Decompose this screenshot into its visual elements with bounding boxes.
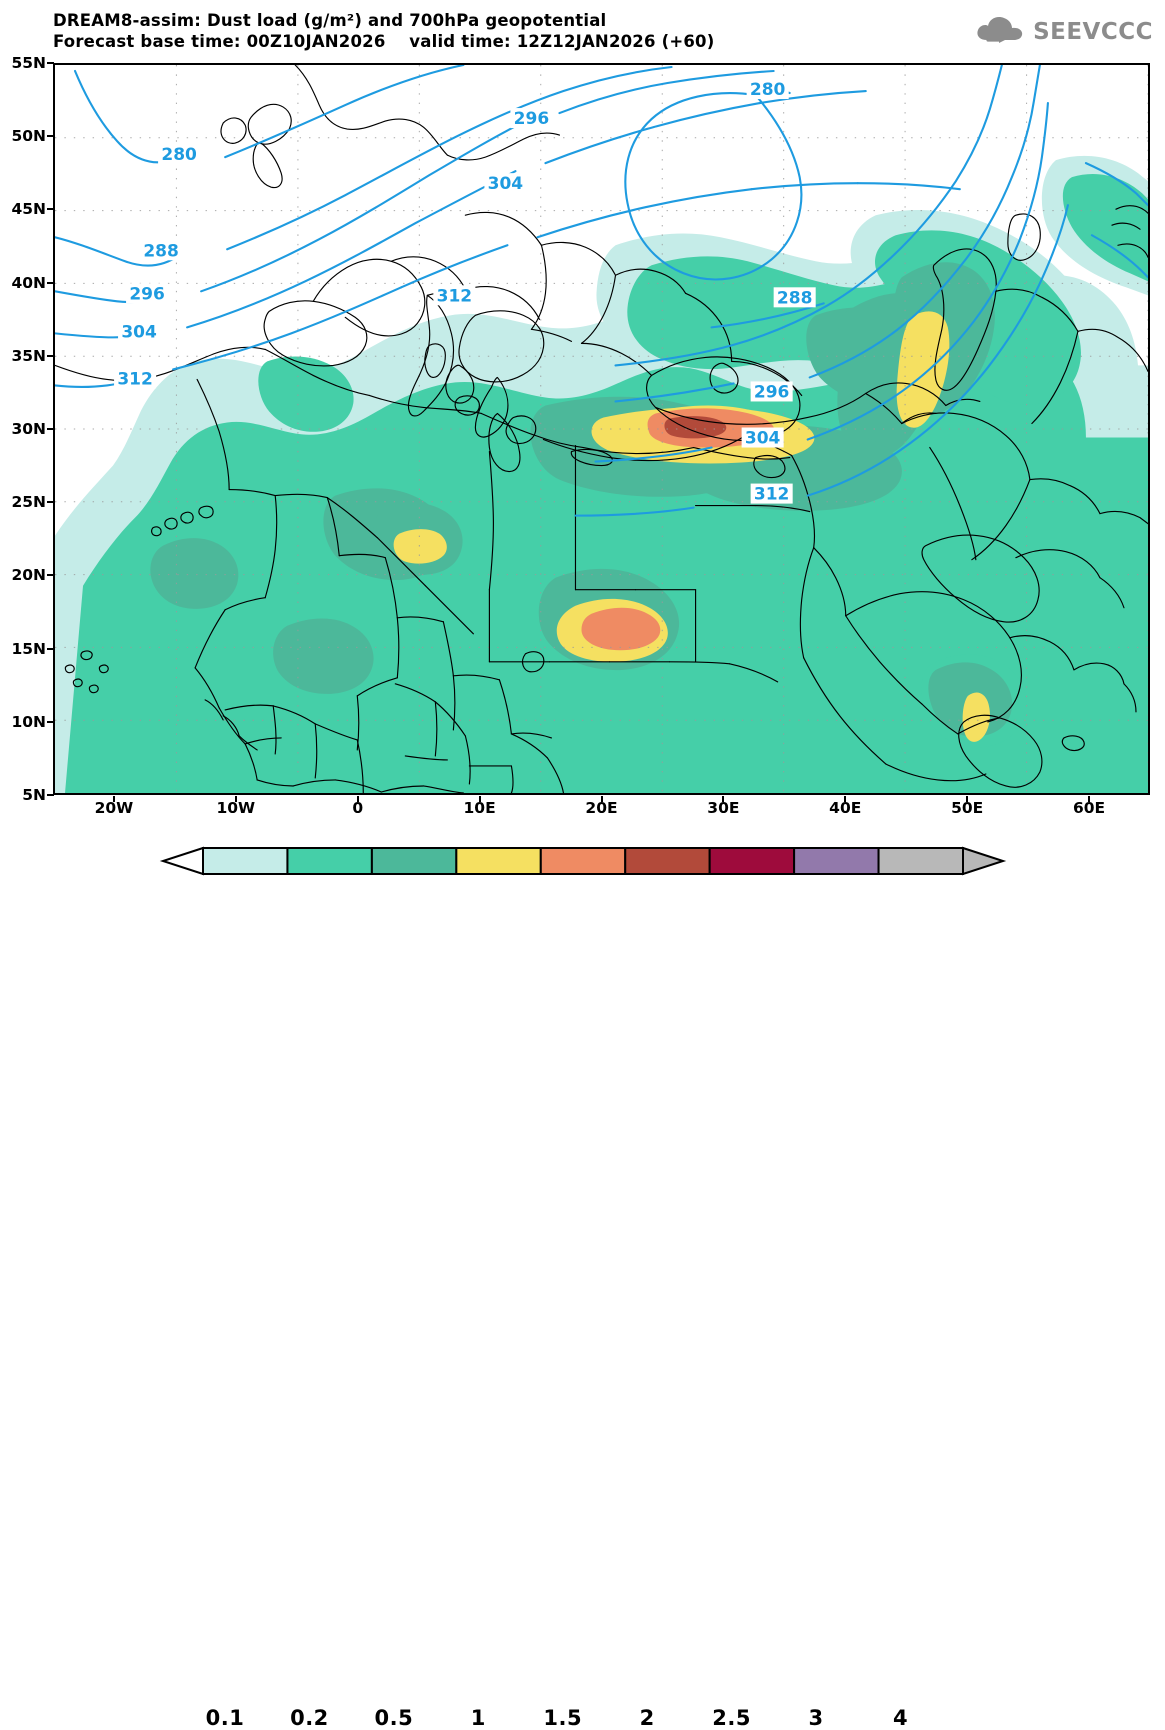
y-tick-mark xyxy=(47,354,54,357)
x-tick-mark xyxy=(844,796,847,802)
colorbar-under-arrow xyxy=(159,846,204,876)
page-title: DREAM8-assim: Dust load (g/m²) and 700hP… xyxy=(53,11,607,30)
x-tick-label: 50E xyxy=(951,799,984,817)
y-tick-mark xyxy=(47,794,54,796)
colorbar-tick-label: 0.2 xyxy=(290,1706,329,1730)
svg-text:304: 304 xyxy=(488,174,524,194)
x-tick-mark xyxy=(234,796,237,802)
x-tick-mark xyxy=(478,796,481,802)
colorbar-tick-label: 2.5 xyxy=(712,1706,752,1730)
x-tick-label: 20E xyxy=(585,799,618,817)
svg-text:312: 312 xyxy=(437,286,472,306)
y-tick-mark xyxy=(47,647,54,650)
y-tick-label: 15N xyxy=(11,639,46,658)
x-tick-mark xyxy=(1088,796,1091,802)
colorbar-tick-label: 1.5 xyxy=(543,1706,583,1730)
y-tick-label: 40N xyxy=(11,273,46,292)
header: DREAM8-assim: Dust load (g/m²) and 700hP… xyxy=(0,0,1165,60)
colorbar-bands xyxy=(159,846,1007,876)
y-tick-mark xyxy=(47,428,54,430)
y-tick-label: 35N xyxy=(11,346,46,365)
svg-text:280: 280 xyxy=(750,80,786,100)
colorbar-tick-label: 3 xyxy=(808,1706,824,1730)
colorbar-svg xyxy=(159,846,1007,876)
y-tick-mark xyxy=(47,281,54,284)
colorbar[interactable]: 0.1 0.2 0.5 1 1.5 2 2.5 3 4 xyxy=(0,840,1165,1730)
colorbar-band[interactable] xyxy=(708,847,796,875)
y-tick-label: 10N xyxy=(11,712,46,731)
x-tick-mark xyxy=(112,796,115,802)
y-tick-label: 30N xyxy=(11,420,46,438)
svg-text:288: 288 xyxy=(143,241,178,261)
colorbar-tick-label: 0.5 xyxy=(374,1706,414,1730)
colorbar-band[interactable] xyxy=(793,847,880,875)
svg-text:304: 304 xyxy=(745,429,781,449)
colorbar-tick-label: 2 xyxy=(639,1706,655,1730)
colorbar-band[interactable] xyxy=(202,847,289,875)
y-tick-mark xyxy=(47,574,54,577)
y-tick-mark xyxy=(47,720,54,723)
contour-labels: 280 280 288 288 296 296 296 304 304 304 … xyxy=(114,79,816,505)
svg-text:280: 280 xyxy=(161,145,197,165)
x-tick-label: 0 xyxy=(352,799,364,817)
y-tick-mark xyxy=(47,501,54,504)
x-tick-label: 30E xyxy=(707,799,740,817)
colorbar-band[interactable] xyxy=(286,847,373,875)
colorbar-tick-label: 0.1 xyxy=(205,1706,245,1730)
svg-text:296: 296 xyxy=(754,382,789,402)
svg-text:288: 288 xyxy=(777,288,812,308)
map-canvas: 280 280 288 288 296 296 296 304 304 304 … xyxy=(55,65,1148,793)
colorbar-band[interactable] xyxy=(539,847,627,875)
cloud-wind-icon xyxy=(974,14,1026,50)
y-tick-label: 50N xyxy=(11,127,46,146)
svg-text:312: 312 xyxy=(117,369,152,389)
y-tick-mark xyxy=(47,62,54,64)
seevccc-logo: SEEVCCC xyxy=(974,14,1153,50)
dust-load-contour-fill xyxy=(55,155,1148,793)
x-tick-label: 60E xyxy=(1072,799,1106,817)
x-tick-mark xyxy=(600,796,603,802)
x-tick-label: 10W xyxy=(216,799,256,817)
colorbar-tick-label: 1 xyxy=(470,1706,486,1730)
colorbar-band[interactable] xyxy=(624,847,711,875)
coastline-and-borders xyxy=(55,65,1148,793)
y-tick-label: 45N xyxy=(11,200,46,219)
y-tick-mark xyxy=(47,135,54,138)
colorbar-over-arrow xyxy=(962,846,1007,876)
y-tick-label: 20N xyxy=(11,566,46,585)
svg-text:296: 296 xyxy=(514,109,549,129)
x-tick-mark xyxy=(722,796,725,802)
lat-lon-gridlines xyxy=(55,65,1148,793)
y-tick-mark xyxy=(47,208,54,211)
logo-text: SEEVCCC xyxy=(1033,19,1153,45)
geopotential-contours xyxy=(55,65,1148,517)
colorbar-band[interactable] xyxy=(370,847,458,875)
y-tick-label: 5N xyxy=(22,786,46,804)
x-tick-label: 20W xyxy=(94,799,134,817)
svg-text:312: 312 xyxy=(754,485,789,505)
x-tick-label: 40E xyxy=(829,799,862,817)
x-tick-mark xyxy=(356,796,359,802)
y-tick-label: 25N xyxy=(11,493,46,512)
x-tick-mark xyxy=(966,796,969,802)
colorbar-band[interactable] xyxy=(455,847,542,875)
svg-text:296: 296 xyxy=(129,284,164,304)
forecast-time-subtitle: Forecast base time: 00Z10JAN2026 valid t… xyxy=(53,32,715,51)
svg-text:304: 304 xyxy=(121,322,157,342)
colorbar-tick-label: 4 xyxy=(892,1706,909,1730)
colorbar-band[interactable] xyxy=(877,847,964,875)
x-tick-label: 10E xyxy=(463,799,496,817)
map-plot-area[interactable]: 280 280 288 288 296 296 296 304 304 304 … xyxy=(53,63,1150,795)
y-tick-label: 55N xyxy=(11,54,46,72)
